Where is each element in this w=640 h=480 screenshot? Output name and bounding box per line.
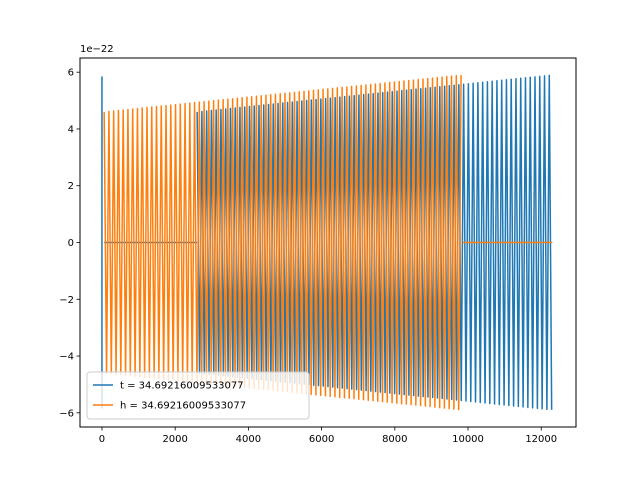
legend: t = 34.69216009533077 h = 34.692160095330… bbox=[86, 371, 310, 420]
y-tick-label: −4 bbox=[59, 352, 74, 363]
x-tick-label: 2000 bbox=[162, 434, 187, 445]
y-tick-label: 2 bbox=[68, 181, 74, 192]
x-tick-label: 6000 bbox=[309, 434, 334, 445]
ticks-layer: 0 2000 4000 6000 8000 10000 12000 −6 −4 −2 0 2 4 6 bbox=[59, 68, 557, 445]
y-tick-label: −2 bbox=[59, 295, 74, 306]
legend-box bbox=[86, 371, 310, 420]
y-offset-label: 1e−22 bbox=[80, 44, 114, 55]
x-tick-label: 4000 bbox=[236, 434, 261, 445]
y-tick-label: −6 bbox=[59, 408, 74, 419]
legend-label: h = 34.69216009533077 bbox=[120, 401, 246, 412]
y-tick-label: 6 bbox=[68, 68, 74, 79]
x-tick-label: 10000 bbox=[452, 434, 484, 445]
x-tick-label: 0 bbox=[99, 434, 105, 445]
y-tick-label: 4 bbox=[68, 124, 74, 135]
legend-label: t = 34.69216009533077 bbox=[120, 381, 244, 392]
x-tick-label: 12000 bbox=[525, 434, 557, 445]
y-tick-label: 0 bbox=[68, 238, 74, 249]
x-tick-label: 8000 bbox=[382, 434, 407, 445]
